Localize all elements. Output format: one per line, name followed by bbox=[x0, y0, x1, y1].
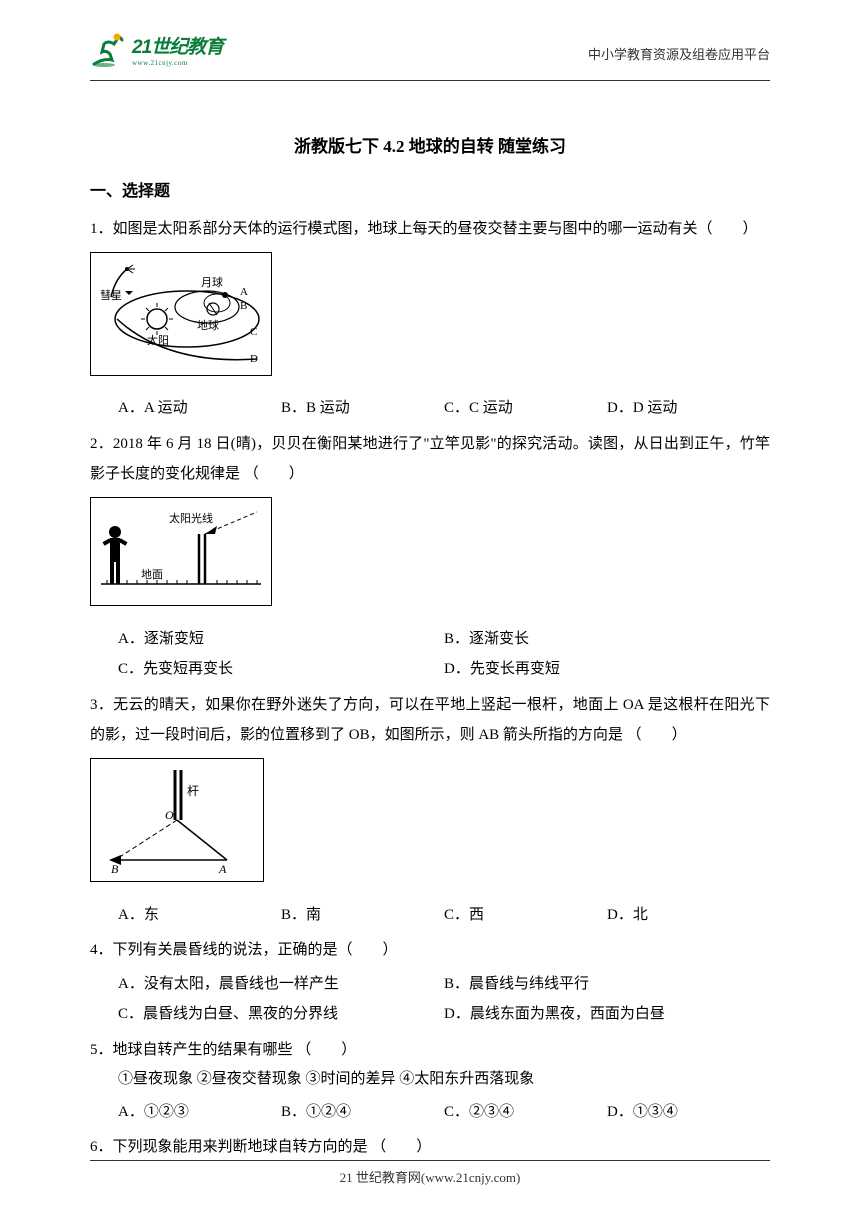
q3-opt-d: D．北 bbox=[607, 901, 770, 930]
q4-opt-b: B．晨昏线与纬线平行 bbox=[444, 969, 770, 999]
q4-text: 4．下列有关晨昏线的说法，正确的是（ ） bbox=[90, 935, 770, 965]
q1-opt-a: A．A 运动 bbox=[118, 394, 281, 423]
svg-text:月球: 月球 bbox=[201, 275, 223, 289]
q5-opt-d: D．①③④ bbox=[607, 1098, 770, 1127]
question-4: 4．下列有关晨昏线的说法，正确的是（ ） A．没有太阳，晨昏线也一样产生 B．晨… bbox=[90, 935, 770, 1029]
svg-text:B: B bbox=[111, 862, 119, 875]
question-1: 1．如图是太阳系部分天体的运行模式图，地球上每天的昼夜交替主要与图中的哪一运动有… bbox=[90, 214, 770, 423]
svg-text:地面: 地面 bbox=[141, 568, 163, 581]
header-right-text: 中小学教育资源及组卷应用平台 bbox=[588, 36, 770, 63]
svg-text:彗星: 彗星 bbox=[100, 289, 122, 302]
q1-figure: 太阳 地球 月球 A B C 彗星 bbox=[90, 252, 770, 387]
svg-text:O: O bbox=[165, 808, 174, 822]
runner-icon bbox=[90, 30, 128, 68]
svg-text:D: D bbox=[250, 353, 258, 365]
svg-text:太阳光线: 太阳光线 bbox=[169, 511, 213, 525]
page-title: 浙教版七下 4.2 地球的自转 随堂练习 bbox=[90, 131, 770, 163]
q5-opt-c: C．②③④ bbox=[444, 1098, 607, 1127]
logo-sub-text: www.21cnjy.com bbox=[132, 59, 223, 67]
q2-opt-b: B．逐渐变长 bbox=[444, 624, 770, 654]
svg-text:A: A bbox=[240, 286, 248, 298]
q3-opt-b: B．南 bbox=[281, 901, 444, 930]
svg-text:地球: 地球 bbox=[197, 318, 219, 332]
q3-text: 3．无云的晴天，如果你在野外迷失了方向，可以在平地上竖起一根杆，地面上 OA 是… bbox=[90, 690, 770, 750]
svg-text:A: A bbox=[218, 862, 227, 875]
q6-text: 6．下列现象能用来判断地球自转方向的是 （ ） bbox=[90, 1132, 770, 1162]
q2-text: 2．2018 年 6 月 18 日(晴)，贝贝在衡阳某地进行了"立竿见影"的探究… bbox=[90, 429, 770, 489]
q2-opt-c: C．先变短再变长 bbox=[118, 654, 444, 684]
q3-opt-a: A．东 bbox=[118, 901, 281, 930]
question-2: 2．2018 年 6 月 18 日(晴)，贝贝在衡阳某地进行了"立竿见影"的探究… bbox=[90, 429, 770, 685]
q4-opt-d: D．晨线东面为黑夜，西面为白昼 bbox=[444, 999, 770, 1029]
svg-text:C: C bbox=[250, 326, 257, 338]
q4-opt-a: A．没有太阳，晨昏线也一样产生 bbox=[118, 969, 444, 999]
footer-text: 21 世纪教育网(www.21cnjy.com) bbox=[0, 1167, 860, 1186]
q2-opt-d: D．先变长再变短 bbox=[444, 654, 770, 684]
logo: 21世纪教育 www.21cnjy.com bbox=[90, 30, 223, 68]
svg-text:B: B bbox=[240, 300, 247, 312]
svg-text:杆: 杆 bbox=[187, 784, 199, 798]
q2-opt-a: A．逐渐变短 bbox=[118, 624, 444, 654]
q1-text: 1．如图是太阳系部分天体的运行模式图，地球上每天的昼夜交替主要与图中的哪一运动有… bbox=[90, 214, 770, 244]
q4-opt-c: C．晨昏线为白昼、黑夜的分界线 bbox=[118, 999, 444, 1029]
logo-main-text: 21世纪教育 bbox=[132, 32, 223, 59]
q5-sub: ①昼夜现象 ②昼夜交替现象 ③时间的差异 ④太阳东升西落现象 bbox=[90, 1065, 770, 1094]
section1-title: 一、选择题 bbox=[90, 177, 770, 207]
q2-figure: 地面 太阳光线 bbox=[90, 497, 770, 617]
q1-opt-d: D．D 运动 bbox=[607, 394, 770, 423]
q5-opt-b: B．①②④ bbox=[281, 1098, 444, 1127]
q3-opt-c: C．西 bbox=[444, 901, 607, 930]
question-5: 5．地球自转产生的结果有哪些 （ ） ①昼夜现象 ②昼夜交替现象 ③时间的差异 … bbox=[90, 1035, 770, 1126]
question-6: 6．下列现象能用来判断地球自转方向的是 （ ） bbox=[90, 1132, 770, 1162]
q5-text: 5．地球自转产生的结果有哪些 （ ） bbox=[90, 1035, 770, 1065]
q3-figure: 杆 O A B bbox=[90, 758, 770, 893]
question-3: 3．无云的晴天，如果你在野外迷失了方向，可以在平地上竖起一根杆，地面上 OA 是… bbox=[90, 690, 770, 929]
q5-opt-a: A．①②③ bbox=[118, 1098, 281, 1127]
footer-divider bbox=[90, 1160, 770, 1161]
q1-opt-c: C．C 运动 bbox=[444, 394, 607, 423]
q1-opt-b: B．B 运动 bbox=[281, 394, 444, 423]
